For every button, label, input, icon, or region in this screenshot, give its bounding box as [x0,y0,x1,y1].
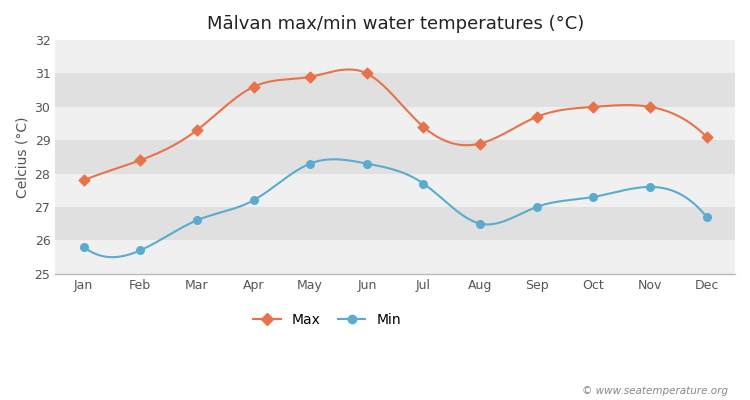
Point [644,104,656,110]
Point [134,157,146,164]
Bar [56,40,735,74]
Point [418,180,430,187]
Point [474,140,486,147]
Point [361,160,373,167]
Bar [56,74,735,107]
Point [531,114,543,120]
Bar [56,207,735,240]
Point [304,160,316,167]
Y-axis label: Celcius (°C): Celcius (°C) [15,116,29,198]
Point [418,124,430,130]
Point [248,84,259,90]
Bar [56,107,735,140]
Point [587,104,599,110]
Point [587,194,599,200]
Bar [56,140,735,174]
Point [77,244,89,250]
Point [361,70,373,77]
Point [191,217,203,224]
Bar [56,174,735,207]
Bar [56,240,735,274]
Point [248,197,259,204]
Legend: Max, Min: Max, Min [248,307,406,332]
Point [531,204,543,210]
Point [77,177,89,184]
Point [474,220,486,227]
Point [134,247,146,254]
Point [191,127,203,134]
Point [700,134,712,140]
Point [700,214,712,220]
Title: Mālvan max/min water temperatures (°C): Mālvan max/min water temperatures (°C) [206,15,584,33]
Text: © www.seatemperature.org: © www.seatemperature.org [581,386,728,396]
Point [644,184,656,190]
Point [304,74,316,80]
